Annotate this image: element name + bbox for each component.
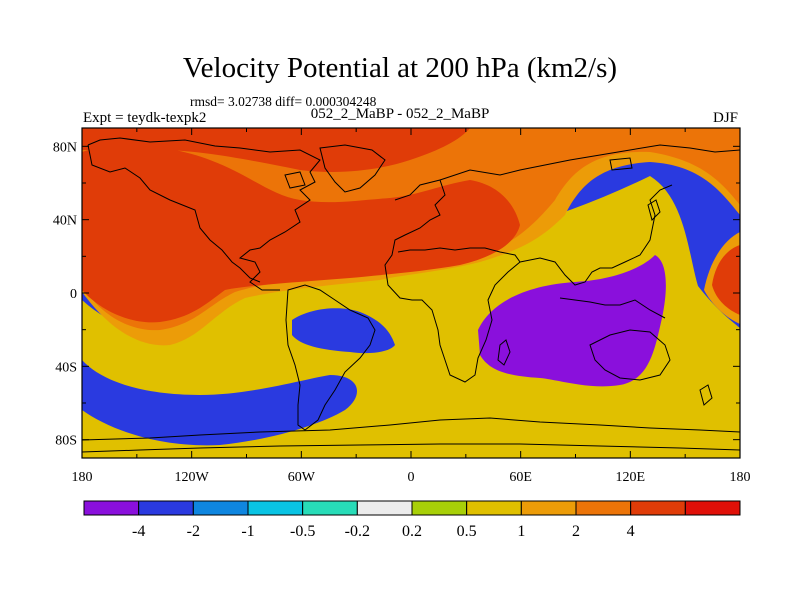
colorbar-swatch <box>630 500 686 516</box>
band-neg2-sw <box>82 360 357 446</box>
x-tick-label: 120E <box>616 470 646 485</box>
contour-field <box>82 128 740 458</box>
colorbar-label: 4 <box>627 523 635 540</box>
coast-antarctica-lower <box>82 443 740 453</box>
coast-asia-south <box>519 184 673 286</box>
x-tick-label: 180 <box>730 470 751 485</box>
chart-title: Velocity Potential at 200 hPa (km2/s) <box>182 52 618 84</box>
x-axis: 180 120W 60W 0 60E 120E 180 <box>72 128 751 485</box>
coast-europe-africa <box>384 179 521 383</box>
colorbar-swatch <box>192 500 249 516</box>
y-tick-label: 0 <box>70 287 77 302</box>
colorbar-label: -0.5 <box>290 523 315 540</box>
x-tick-label: 60W <box>288 470 316 485</box>
band-neg4 <box>478 255 666 387</box>
season-label: DJF <box>712 110 738 126</box>
coast-japan <box>647 199 661 221</box>
colorbar-swatch <box>520 500 577 516</box>
band-pos05 <box>82 176 740 458</box>
coast-asia <box>439 144 740 181</box>
colorbar-swatch <box>356 500 413 516</box>
colorbar-swatch <box>411 500 468 516</box>
colorbar-label: 2 <box>572 523 580 540</box>
colorbar-swatch <box>247 500 304 516</box>
colorbar-label: 1 <box>517 523 525 540</box>
colorbar-swatch <box>466 500 522 516</box>
coast-north-america <box>87 137 321 291</box>
x-tick-label: 180 <box>72 470 93 485</box>
coast-indonesia <box>559 297 666 319</box>
coast-antarctica <box>82 417 740 441</box>
colorbar-label: 0.2 <box>402 523 422 540</box>
y-tick-label: 80N <box>53 140 77 155</box>
colorbar-swatch <box>83 500 140 516</box>
y-tick-label: 80S <box>55 434 77 449</box>
x-tick-label: 0 <box>408 470 415 485</box>
y-axis: 80N 40N 0 40S 80S <box>53 140 740 449</box>
colorbar: -4 -2 -1 -0.5 -0.2 0.2 0.5 1 2 4 <box>83 500 741 540</box>
band-pos4-east <box>712 245 740 315</box>
y-tick-label: 40N <box>53 214 77 229</box>
coast-arctic-island-2 <box>609 157 633 171</box>
comparison-label: 052_2_MaBP - 052_2_MaBP <box>310 106 490 122</box>
y-tick-label: 40S <box>55 360 77 375</box>
coast-nz <box>699 384 713 406</box>
band-pos4-west <box>82 145 520 323</box>
colorbar-swatch <box>138 500 194 516</box>
x-tick-label: 120W <box>175 470 210 485</box>
coast-madagascar <box>497 339 511 366</box>
coast-greenland <box>319 144 386 193</box>
band-pos4-north <box>82 128 470 172</box>
colorbar-swatch <box>684 500 741 516</box>
coast-australia <box>589 329 671 381</box>
colorbar-label: -2 <box>187 523 200 540</box>
experiment-label: Expt = teydk-texpk2 <box>83 110 207 126</box>
coast-south-america <box>285 284 376 431</box>
colorbar-label: -4 <box>132 523 145 540</box>
stats-line: rmsd= 3.02738 diff= 0.000304248 <box>190 94 377 109</box>
coast-arctic-island-1 <box>284 171 306 189</box>
colorbar-label: -0.2 <box>345 523 370 540</box>
colorbar-label: 0.5 <box>457 523 477 540</box>
colorbar-swatch <box>575 500 632 516</box>
x-tick-label: 60E <box>509 470 532 485</box>
colorbar-swatch <box>302 500 358 516</box>
colorbar-label: -1 <box>241 523 254 540</box>
coast-north-america-west <box>87 144 261 283</box>
coastlines <box>82 137 740 453</box>
